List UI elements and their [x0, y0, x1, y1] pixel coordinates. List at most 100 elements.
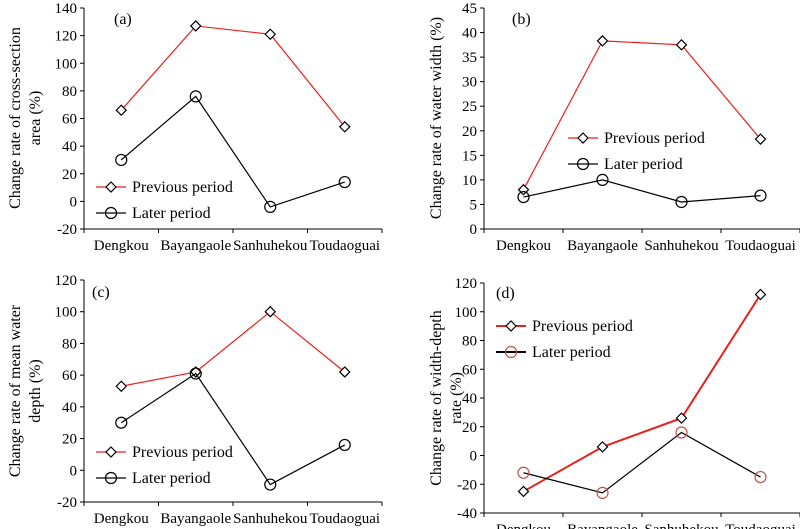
legend-marker: [577, 132, 589, 144]
data-point: [189, 366, 202, 378]
legend-label: Previous period: [604, 130, 705, 147]
y-axis-title: Change rate of water width (%): [428, 17, 445, 219]
data-point: [596, 35, 609, 47]
y-axis-title: Change rate of mean water: [7, 304, 24, 477]
x-tick-label: Sanhuhekou: [233, 238, 308, 254]
data-point: [754, 189, 767, 202]
y-tick-label: -20: [457, 477, 477, 493]
data-point: [596, 173, 609, 186]
series-line-later: [120, 95, 345, 208]
y-tick-label: 0: [70, 463, 78, 479]
y-tick-label: 120: [55, 29, 78, 45]
legend-label: Later period: [604, 156, 683, 173]
data-point: [596, 486, 609, 499]
panel-label: (b): [512, 11, 531, 28]
data-point: [264, 28, 277, 41]
chart-panel-3: -20 0 20 40 60 80 100 120 Dengkou Bayangaole Sanhu…: [7, 273, 383, 527]
legend-marker: [504, 345, 518, 359]
y-tick-label: 80: [62, 84, 77, 100]
y-tick-label: 45: [462, 1, 477, 17]
y-tick-label: 40: [462, 391, 477, 407]
y-tick-label: 120: [55, 273, 78, 289]
panel-label: (d): [496, 285, 515, 302]
x-tick-label: Dengkou: [94, 238, 149, 254]
x-tick-label: Dengkou: [496, 238, 551, 254]
y-tick-label: 10: [462, 173, 477, 189]
y-tick-label: 80: [62, 336, 77, 352]
data-point: [115, 153, 128, 167]
data-point: [189, 90, 202, 103]
series-line-previous: [522, 40, 761, 190]
y-tick-label: 5: [470, 197, 478, 213]
data-point: [596, 441, 609, 453]
data-point: [338, 175, 351, 189]
data-point: [115, 416, 128, 429]
data-point: [338, 438, 351, 452]
series-line-later: [523, 431, 761, 494]
data-point: [189, 20, 202, 32]
data-point: [264, 305, 277, 318]
series-line-previous: [121, 310, 346, 387]
data-point: [675, 38, 688, 51]
y-tick-label: 60: [62, 112, 77, 128]
y-axis-title: Change rate of width-depth: [428, 310, 445, 486]
x-tick-label: Sanhuhekou: [644, 522, 719, 529]
data-point: [517, 485, 530, 498]
chart-panel-2: 0 5 10 15 20 25 30 35 40 45 Dengkou Bayangaole Sanhu…: [428, 1, 800, 254]
chart-panel-1: -20 0 20 40 60 80 100 120 140 Dengkou Bayangaole Sa…: [7, 1, 383, 254]
data-point: [338, 366, 351, 378]
y-tick-label: 40: [62, 400, 77, 416]
y-tick-label: 100: [455, 305, 478, 321]
legend-label: Previous period: [132, 179, 233, 196]
legend-label: Later period: [532, 344, 611, 361]
panel-label: (a): [114, 11, 132, 28]
y-tick-label: -20: [57, 222, 77, 238]
legend-label: Later period: [132, 470, 211, 487]
legend-label: Later period: [132, 205, 211, 222]
data-point: [675, 195, 688, 209]
series-line-later: [120, 372, 346, 486]
y-tick-label: 25: [462, 99, 477, 115]
x-tick-label: Dengkou: [94, 511, 149, 527]
x-tick-label: Bayangaole: [160, 238, 231, 254]
legend-marker: [576, 157, 590, 171]
y-tick-label: 0: [70, 194, 78, 210]
y-tick-label: 20: [62, 167, 77, 183]
y-tick-label: 20: [62, 432, 77, 448]
x-tick-label: Dengkou: [496, 522, 551, 529]
y-axis-title: area (%): [27, 91, 44, 146]
x-tick-label: Sanhuhekou: [644, 238, 719, 254]
legend-marker: [105, 181, 117, 193]
x-tick-label: Sanhuhekou: [233, 511, 308, 527]
y-tick-label: -20: [57, 495, 77, 511]
x-tick-label: Toudaoguai: [309, 238, 380, 254]
x-tick-label: Toudaoguai: [725, 238, 796, 254]
y-tick-label: 60: [462, 362, 477, 378]
data-point: [115, 380, 128, 393]
panel-label: (c): [92, 284, 110, 301]
x-tick-label: Bayangaole: [567, 238, 638, 254]
legend-label: Previous period: [132, 444, 233, 461]
y-axis-title: rate (%): [448, 372, 465, 424]
data-point: [517, 466, 530, 479]
data-point: [517, 190, 530, 204]
legend-marker: [104, 471, 118, 485]
data-point: [264, 200, 277, 213]
x-tick-label: Bayangaole: [567, 522, 638, 529]
y-tick-label: 100: [55, 305, 78, 321]
data-point: [675, 426, 688, 439]
y-tick-label: 30: [462, 75, 477, 91]
x-tick-label: Bayangaole: [160, 511, 231, 527]
y-tick-label: 100: [55, 56, 78, 72]
y-tick-label: 120: [455, 276, 478, 292]
y-tick-label: 20: [462, 420, 477, 436]
y-axis-title: Change rate of cross-section: [7, 27, 24, 209]
x-tick-label: Toudaoguai: [309, 511, 380, 527]
y-tick-label: 0: [470, 449, 478, 465]
series-line-previous: [120, 25, 346, 128]
data-point: [675, 412, 688, 424]
series-line-previous: [523, 293, 762, 493]
data-point: [754, 470, 767, 484]
y-axis-title: depth (%): [27, 359, 44, 423]
